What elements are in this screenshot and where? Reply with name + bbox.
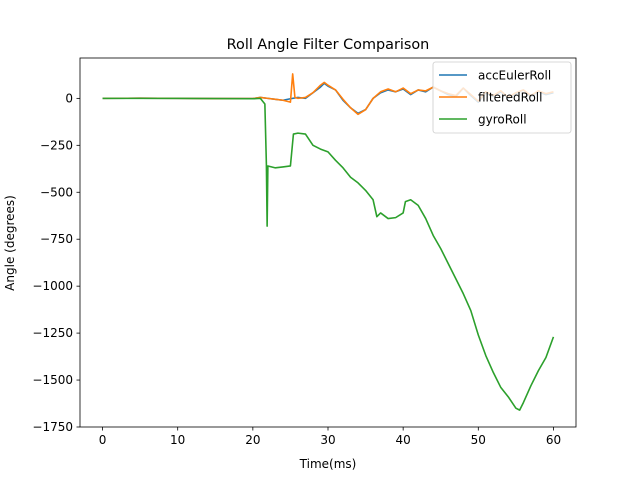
legend-label-accEulerRoll: accEulerRoll xyxy=(478,69,551,83)
y-tick-label: −250 xyxy=(40,138,73,152)
x-tick-label: 60 xyxy=(546,433,561,447)
x-tick-label: 0 xyxy=(99,433,107,447)
x-tick-label: 40 xyxy=(396,433,411,447)
x-axis-label: Time(ms) xyxy=(299,457,357,471)
legend-box xyxy=(432,61,572,134)
x-tick-label: 50 xyxy=(471,433,486,447)
series-line-gyroRoll xyxy=(102,97,555,411)
y-tick-label: −1250 xyxy=(32,326,73,340)
y-tick-label: −1500 xyxy=(32,373,73,387)
y-tick-label: −750 xyxy=(40,232,73,246)
x-tick-label: 10 xyxy=(170,433,185,447)
y-tick-label: −500 xyxy=(40,185,73,199)
legend-label-filteredRoll: filteredRoll xyxy=(478,91,542,105)
legend-label-gyroRoll: gyroRoll xyxy=(478,113,527,127)
chart-title: Roll Angle Filter Comparison xyxy=(227,37,430,53)
plot-area: 0 10 20 30 40 50 60 −1750 −1500 −1250 −1000 −750 −50… xyxy=(32,57,577,447)
y-tick-label: −1750 xyxy=(32,420,73,434)
x-tick-label: 30 xyxy=(320,433,335,447)
x-tick-label: 20 xyxy=(245,433,260,447)
y-tick-label: 0 xyxy=(65,91,73,105)
y-axis-label: Angle (degrees) xyxy=(3,195,17,291)
y-tick-label: −1000 xyxy=(32,279,73,293)
